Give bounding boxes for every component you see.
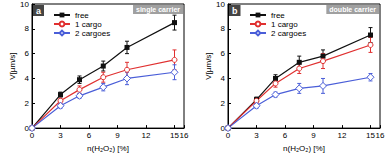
svg-text:free: free	[75, 11, 89, 20]
svg-text:12: 12	[338, 131, 347, 140]
svg-text:a: a	[36, 6, 42, 16]
svg-text:V[µm/s]: V[µm/s]	[204, 52, 213, 79]
svg-text:2 cargoes: 2 cargoes	[75, 29, 110, 38]
svg-text:10: 10	[20, 0, 29, 9]
svg-text:8: 8	[25, 24, 30, 33]
svg-text:3: 3	[58, 131, 63, 140]
svg-text:6: 6	[283, 131, 288, 140]
svg-text:2 cargoes: 2 cargoes	[271, 29, 306, 38]
svg-text:10: 10	[216, 0, 225, 9]
svg-text:2: 2	[25, 99, 30, 108]
svg-text:16: 16	[376, 131, 385, 140]
svg-text:1 cargo: 1 cargo	[75, 20, 102, 29]
svg-text:n(H₂O₂) [%]: n(H₂O₂) [%]	[283, 144, 325, 153]
svg-text:9: 9	[311, 131, 316, 140]
svg-text:15: 15	[170, 131, 179, 140]
svg-text:12: 12	[142, 131, 151, 140]
svg-text:0: 0	[220, 123, 225, 133]
svg-text:9: 9	[115, 131, 120, 140]
svg-text:double carrier: double carrier	[329, 6, 376, 13]
svg-text:4: 4	[25, 74, 30, 83]
svg-text:V[µm/s]: V[µm/s]	[8, 52, 17, 79]
svg-text:6: 6	[87, 131, 92, 140]
svg-text:6: 6	[25, 49, 30, 58]
svg-text:free: free	[271, 11, 285, 20]
svg-text:15: 15	[366, 131, 375, 140]
svg-text:0: 0	[29, 130, 35, 140]
svg-text:3: 3	[254, 131, 259, 140]
svg-text:16: 16	[180, 131, 189, 140]
svg-text:4: 4	[221, 74, 226, 83]
svg-text:n(H₂O₂) [%]: n(H₂O₂) [%]	[87, 144, 129, 153]
svg-text:b: b	[232, 6, 238, 16]
svg-text:8: 8	[221, 24, 226, 33]
svg-text:2: 2	[221, 99, 226, 108]
svg-text:0: 0	[225, 130, 231, 140]
svg-text:single carrier: single carrier	[136, 6, 180, 14]
svg-text:0: 0	[24, 123, 29, 133]
svg-text:1 cargo: 1 cargo	[271, 20, 298, 29]
svg-text:6: 6	[221, 49, 226, 58]
